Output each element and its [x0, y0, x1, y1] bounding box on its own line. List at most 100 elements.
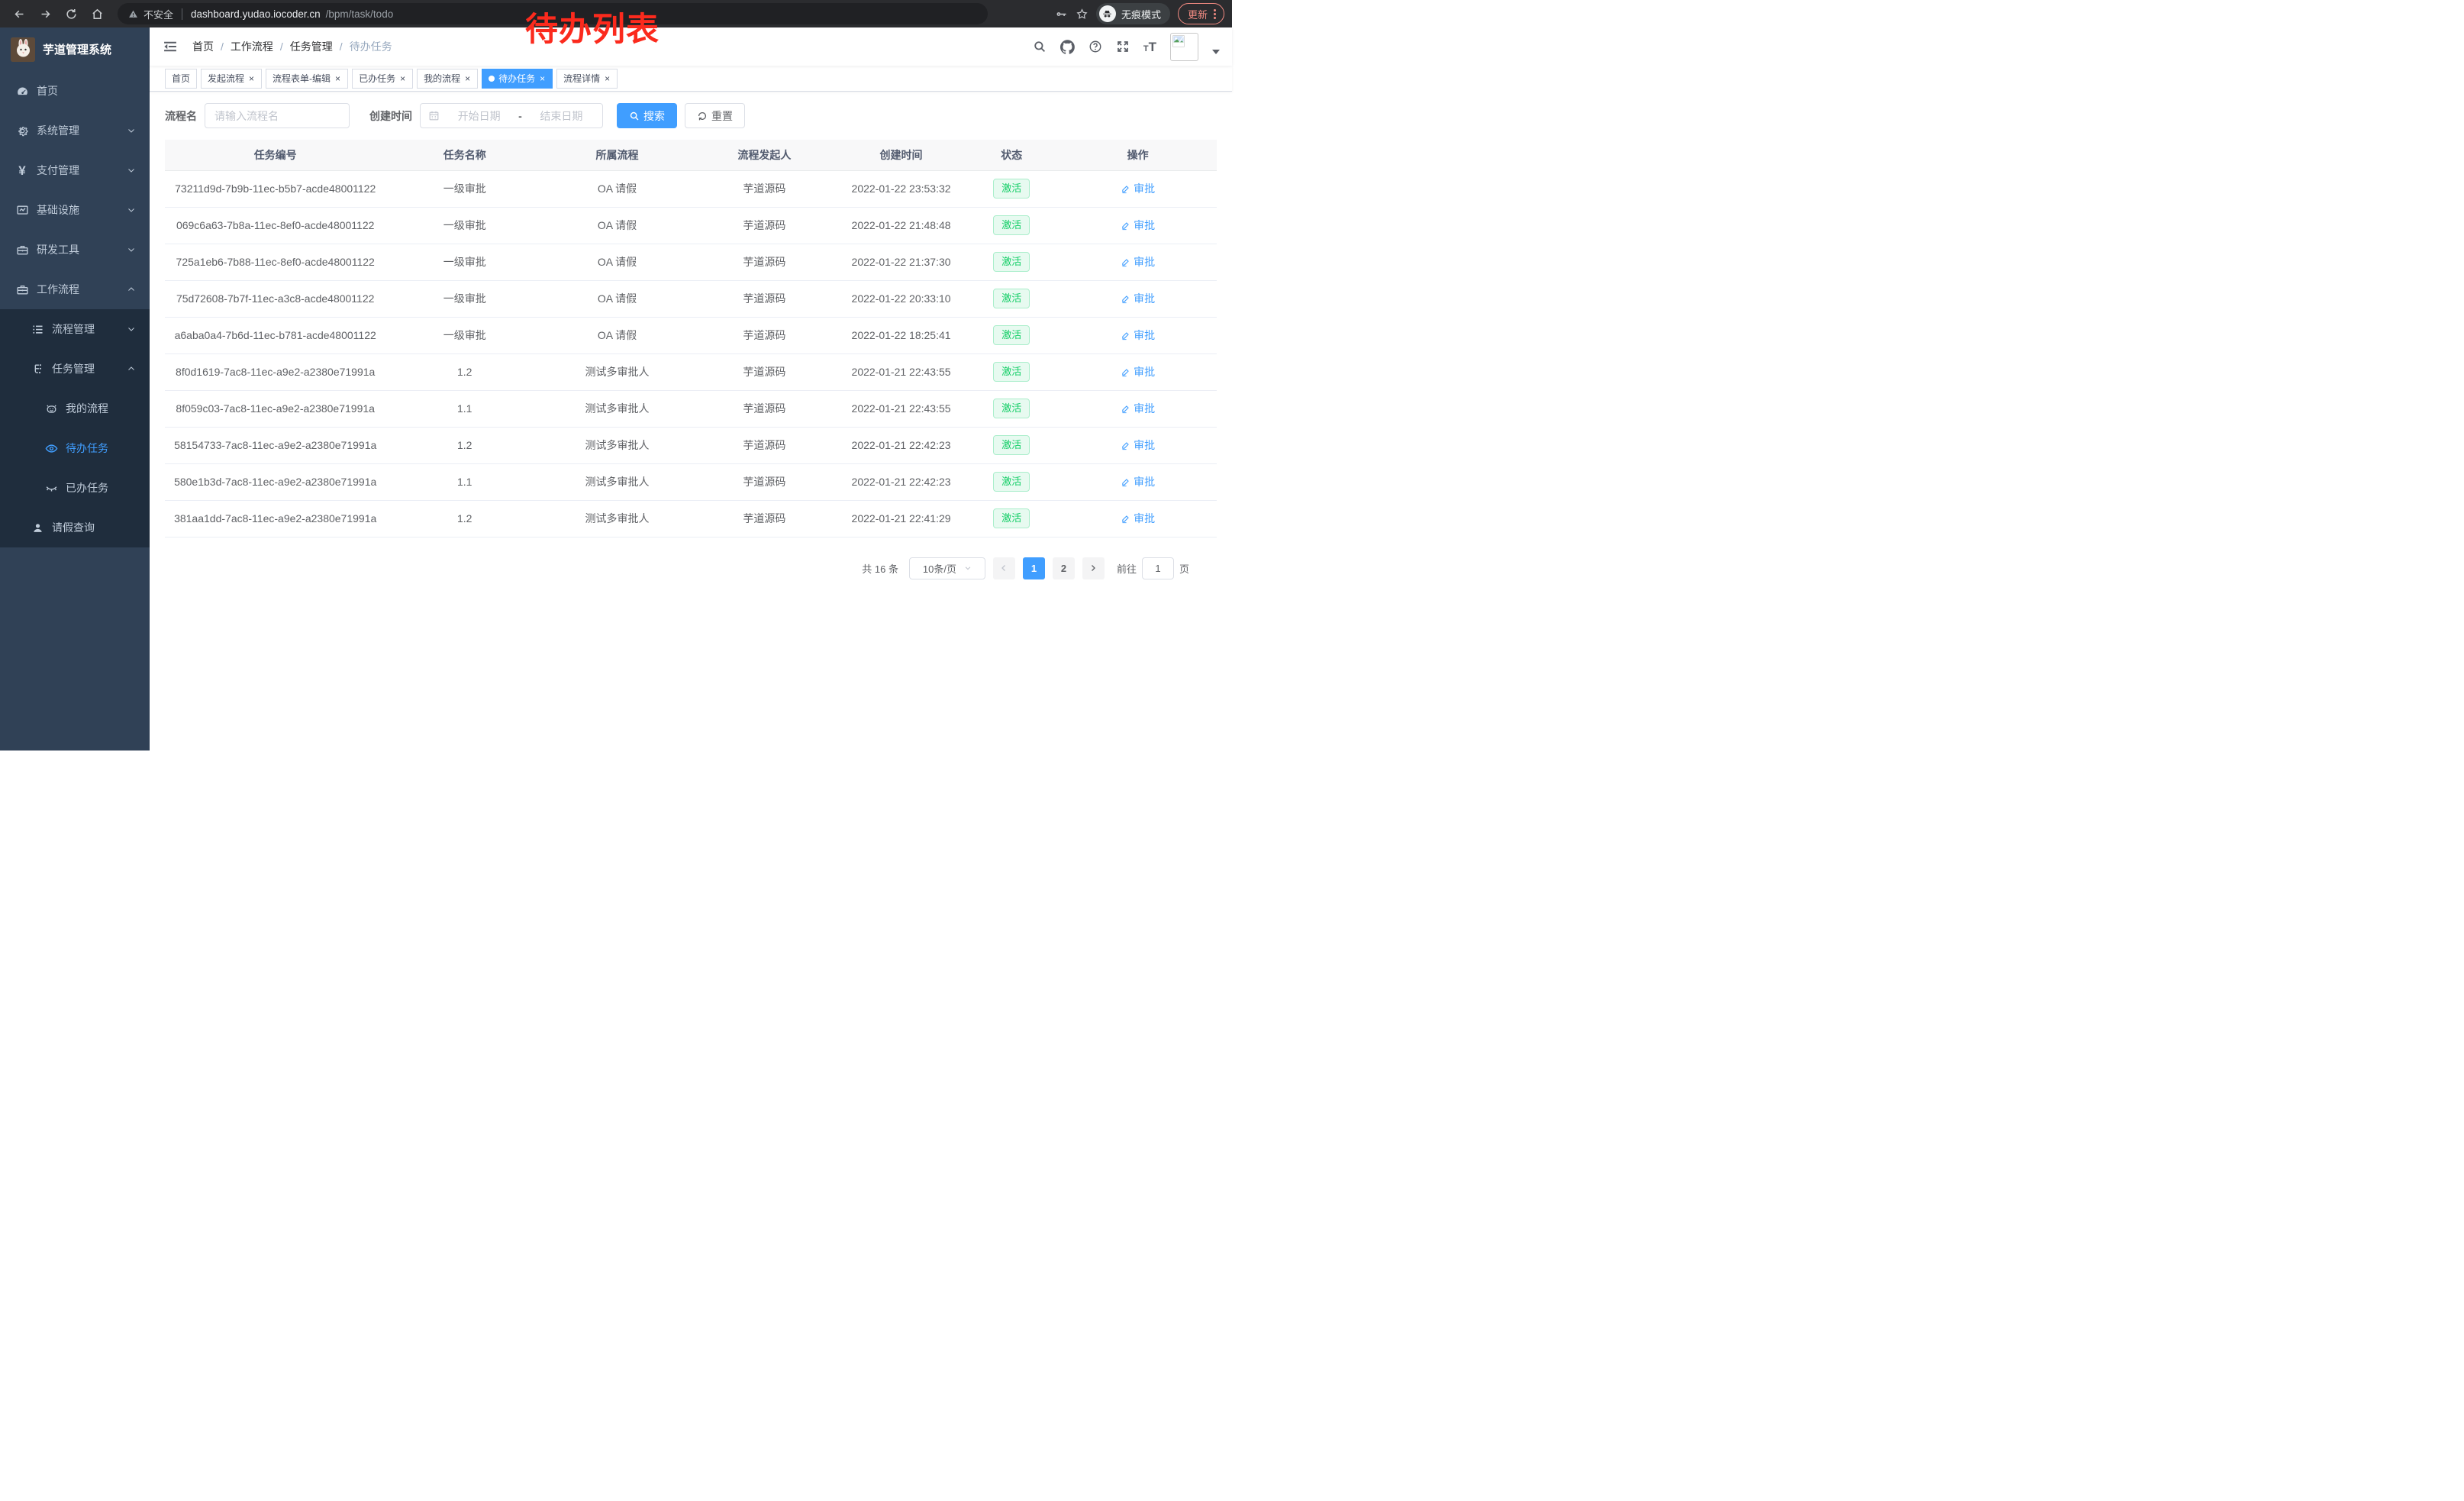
sidebar-item-研发工具[interactable]: 研发工具 [0, 230, 150, 270]
cell-create-time: 2022-01-21 22:41:29 [837, 500, 965, 537]
cell-process: OA 请假 [543, 280, 691, 318]
tab-首页[interactable]: 首页 [165, 68, 198, 89]
end-date-placeholder[interactable]: 结束日期 [540, 109, 583, 122]
search-icon[interactable] [1033, 40, 1047, 53]
breadcrumb-separator: / [221, 40, 224, 53]
fullscreen-icon[interactable] [1116, 40, 1130, 53]
workflow-submenu: 流程管理任务管理 我的流程 待办任务已办任务请假查询 [0, 309, 150, 547]
sidebar-item-工作流程[interactable]: 工作流程 [0, 270, 150, 309]
url-path[interactable]: /bpm/task/todo [325, 8, 394, 20]
reset-button[interactable]: 重置 [685, 103, 745, 128]
prev-page-button[interactable] [992, 557, 1015, 579]
tab-发起流程[interactable]: 发起流程 × [201, 68, 263, 89]
pencil-icon [1121, 404, 1130, 414]
search-button[interactable]: 搜索 [617, 103, 677, 128]
back-icon[interactable] [8, 2, 31, 25]
approve-button[interactable]: 审批 [1121, 364, 1155, 379]
cell-create-time: 2022-01-21 22:43:55 [837, 390, 965, 428]
bookmark-star-icon[interactable] [1076, 8, 1088, 21]
font-size-icon[interactable]: TT [1143, 39, 1156, 54]
approve-button[interactable]: 审批 [1121, 437, 1155, 453]
close-icon[interactable]: × [249, 73, 255, 84]
approve-button[interactable]: 审批 [1121, 291, 1155, 306]
avatar-caret-icon[interactable] [1212, 50, 1220, 54]
yen-icon: ¥ [18, 163, 26, 178]
sidebar-collapse-icon[interactable] [157, 34, 183, 60]
sidebar-item-支付管理[interactable]: ¥ 支付管理 [0, 150, 150, 190]
cell-task-id: 069c6a63-7b8a-11ec-8ef0-acde48001122 [165, 207, 386, 244]
close-icon[interactable]: × [605, 73, 611, 84]
status-badge: 激活 [993, 398, 1030, 419]
tab-待办任务[interactable]: 待办任务 × [482, 68, 553, 89]
sidebar-item-label: 流程管理 [52, 323, 95, 335]
sidebar-item-我的流程[interactable]: 我的流程 [0, 389, 150, 428]
home-icon[interactable] [85, 2, 108, 25]
close-icon[interactable]: × [335, 73, 341, 84]
goto-page-input[interactable] [1141, 557, 1174, 579]
pencil-icon [1121, 367, 1130, 377]
sidebar-item-任务管理[interactable]: 任务管理 [0, 349, 150, 389]
sidebar-item-label: 已办任务 [66, 482, 108, 494]
sidebar-item-流程管理[interactable]: 流程管理 [0, 309, 150, 349]
start-date-placeholder[interactable]: 开始日期 [457, 109, 501, 122]
browser-menu-icon[interactable] [1214, 8, 1216, 19]
chevron-down-icon [127, 324, 136, 334]
help-icon[interactable] [1088, 40, 1102, 53]
user-icon [31, 521, 44, 534]
cell-initiator: 芋道源码 [690, 280, 838, 318]
tab-流程详情[interactable]: 流程详情 × [556, 68, 618, 89]
tab-我的流程[interactable]: 我的流程 × [417, 68, 479, 89]
next-page-button[interactable] [1082, 557, 1105, 579]
github-icon[interactable] [1059, 39, 1075, 54]
sidebar: 芋道管理系统 首页 系统管理 ¥ 支付管理 基础设施 研发工具 工作流程流程管理任务管理 我的… [0, 27, 150, 750]
approve-button[interactable]: 审批 [1121, 181, 1155, 196]
process-name-input[interactable] [205, 103, 350, 128]
close-icon[interactable]: × [540, 73, 546, 84]
sidebar-item-请假查询[interactable]: 请假查询 [0, 508, 150, 547]
close-icon[interactable]: × [400, 73, 406, 84]
page-button-2[interactable]: 2 [1052, 557, 1075, 579]
approve-button[interactable]: 审批 [1121, 328, 1155, 343]
breadcrumb-item-工作流程[interactable]: 工作流程 [230, 40, 273, 53]
url-host[interactable]: dashboard.yudao.iocoder.cn [191, 8, 321, 20]
approve-button[interactable]: 审批 [1121, 254, 1155, 270]
cell-initiator: 芋道源码 [690, 244, 838, 281]
breadcrumb-item-待办任务: 待办任务 [349, 40, 392, 53]
sidebar-item-基础设施[interactable]: 基础设施 [0, 190, 150, 230]
gauge-icon [15, 84, 29, 98]
cell-process: 测试多审批人 [543, 390, 691, 428]
chrome-update-button[interactable]: 更新 [1177, 3, 1224, 24]
sidebar-item-已办任务[interactable]: 已办任务 [0, 468, 150, 508]
breadcrumb-separator: / [279, 40, 283, 53]
incognito-label: 无痕模式 [1121, 8, 1161, 21]
sidebar-item-首页[interactable]: 首页 [0, 71, 150, 111]
approve-button[interactable]: 审批 [1121, 474, 1155, 489]
avatar[interactable] [1170, 32, 1198, 61]
tab-label: 首页 [172, 73, 191, 84]
close-icon[interactable]: × [465, 73, 471, 84]
date-range-separator: - [518, 109, 522, 122]
chevron-down-icon [127, 166, 136, 175]
security-label[interactable]: 不安全 [144, 8, 174, 21]
cell-task-name: 1.2 [385, 353, 544, 391]
tab-已办任务[interactable]: 已办任务 × [352, 68, 414, 89]
page-button-1[interactable]: 1 [1022, 557, 1045, 579]
date-range-picker[interactable]: 开始日期 - 结束日期 [420, 103, 603, 128]
reload-icon[interactable] [60, 2, 82, 25]
forward-icon[interactable] [34, 2, 56, 25]
address-bar[interactable]: 不安全 dashboard.yudao.iocoder.cn/bpm/task/… [118, 3, 988, 24]
tab-流程表单-编辑[interactable]: 流程表单-编辑 × [266, 68, 349, 89]
password-key-icon[interactable] [1055, 8, 1068, 21]
app-logo-row[interactable]: 芋道管理系统 [0, 27, 150, 71]
breadcrumb-item-任务管理[interactable]: 任务管理 [289, 40, 333, 53]
active-tab-dot [489, 75, 495, 82]
approve-button[interactable]: 审批 [1121, 401, 1155, 416]
update-label[interactable]: 更新 [1187, 8, 1208, 21]
sidebar-item-系统管理[interactable]: 系统管理 [0, 111, 150, 150]
sidebar-item-待办任务[interactable]: 待办任务 [0, 428, 150, 468]
approve-button[interactable]: 审批 [1121, 511, 1155, 526]
page-size-select[interactable]: 10条/页 [908, 557, 985, 579]
approve-button[interactable]: 审批 [1121, 218, 1155, 233]
column-header-任务名称: 任务名称 [385, 140, 544, 171]
breadcrumb-item-首页[interactable]: 首页 [192, 40, 214, 53]
